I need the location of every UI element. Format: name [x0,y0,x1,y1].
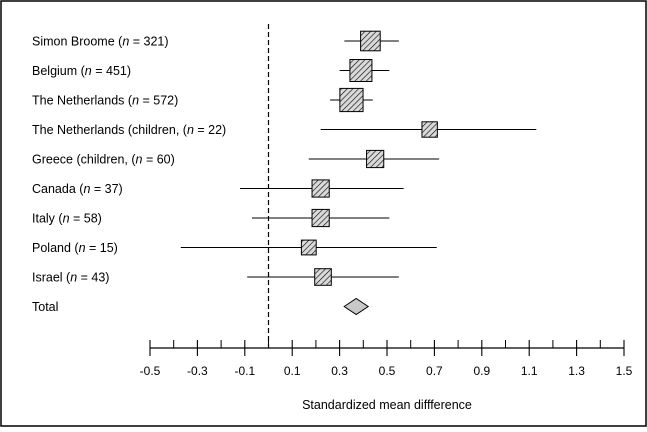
x-tick-label: 0.5 [379,364,396,378]
x-axis: -0.5 -0.3 -0.1 0.1 0.3 0.5 0.7 0.9 1.1 1.3 1.5 [140,340,633,378]
study-rows: Simon Broome (n = 321) Belgium (n = 451) T… [32,30,537,316]
x-tick-label: 1.1 [521,364,538,378]
study-label: Israel (n = 43) [32,271,109,285]
study-row: Canada (n = 37) [32,179,404,198]
study-row: Greece (children, (n = 60) [32,149,440,169]
x-tick-label: -0.1 [234,364,255,378]
study-row: Belgium (n = 451) [32,59,390,82]
study-label: Canada (n = 37) [32,182,123,196]
total-row: Total [32,297,370,316]
x-tick-label: 0.7 [426,364,443,378]
study-label: The Netherlands (children, (n = 22) [32,123,226,137]
x-tick-label: 1.5 [616,364,633,378]
study-row: The Netherlands (n = 572) [32,87,373,113]
study-label: Simon Broome (n = 321) [32,35,169,49]
estimate-box [366,149,385,169]
x-axis-label: Standardized mean diffference [302,398,472,412]
study-row: Simon Broome (n = 321) [32,30,399,52]
x-tick-label: 0.1 [284,364,301,378]
x-tick-label: -0.3 [187,364,208,378]
x-tick-label: 1.3 [568,364,585,378]
x-tick-label: 0.3 [331,364,348,378]
estimate-box [349,59,373,82]
total-diamond [343,297,370,316]
x-tick-label: -0.5 [140,364,161,378]
study-row: Italy (n = 58) [32,208,390,228]
study-label: Belgium (n = 451) [32,64,131,78]
estimate-box [421,121,438,138]
estimate-box [339,87,364,113]
total-label: Total [32,300,58,314]
x-tick-label: 0.9 [473,364,490,378]
study-label: Italy (n = 58) [32,212,102,226]
estimate-box [300,239,317,256]
estimate-box [311,208,330,228]
study-label: Poland (n = 15) [32,241,118,255]
study-label: Greece (children, (n = 60) [32,153,175,167]
study-row: Israel (n = 43) [32,268,399,286]
study-row: The Netherlands (children, (n = 22) [32,121,537,138]
study-label: The Netherlands (n = 572) [32,94,178,108]
estimate-box [314,268,332,286]
estimate-box [360,30,381,52]
estimate-box [311,179,330,198]
study-row: Poland (n = 15) [32,239,437,256]
